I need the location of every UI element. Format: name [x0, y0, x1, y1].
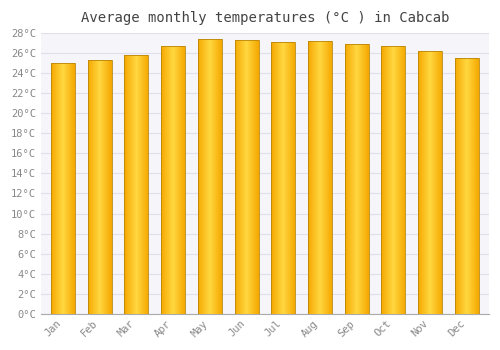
Bar	[345, 44, 368, 314]
Bar	[455, 58, 479, 314]
Bar	[234, 40, 258, 314]
Bar	[198, 39, 222, 314]
Title: Average monthly temperatures (°C ) in Cabcab: Average monthly temperatures (°C ) in Ca…	[80, 11, 449, 25]
Bar	[382, 46, 406, 314]
Bar	[272, 42, 295, 314]
Bar	[124, 55, 148, 314]
Bar	[88, 60, 112, 314]
Bar	[51, 63, 75, 314]
Bar	[418, 51, 442, 314]
Bar	[161, 46, 185, 314]
Bar	[308, 41, 332, 314]
